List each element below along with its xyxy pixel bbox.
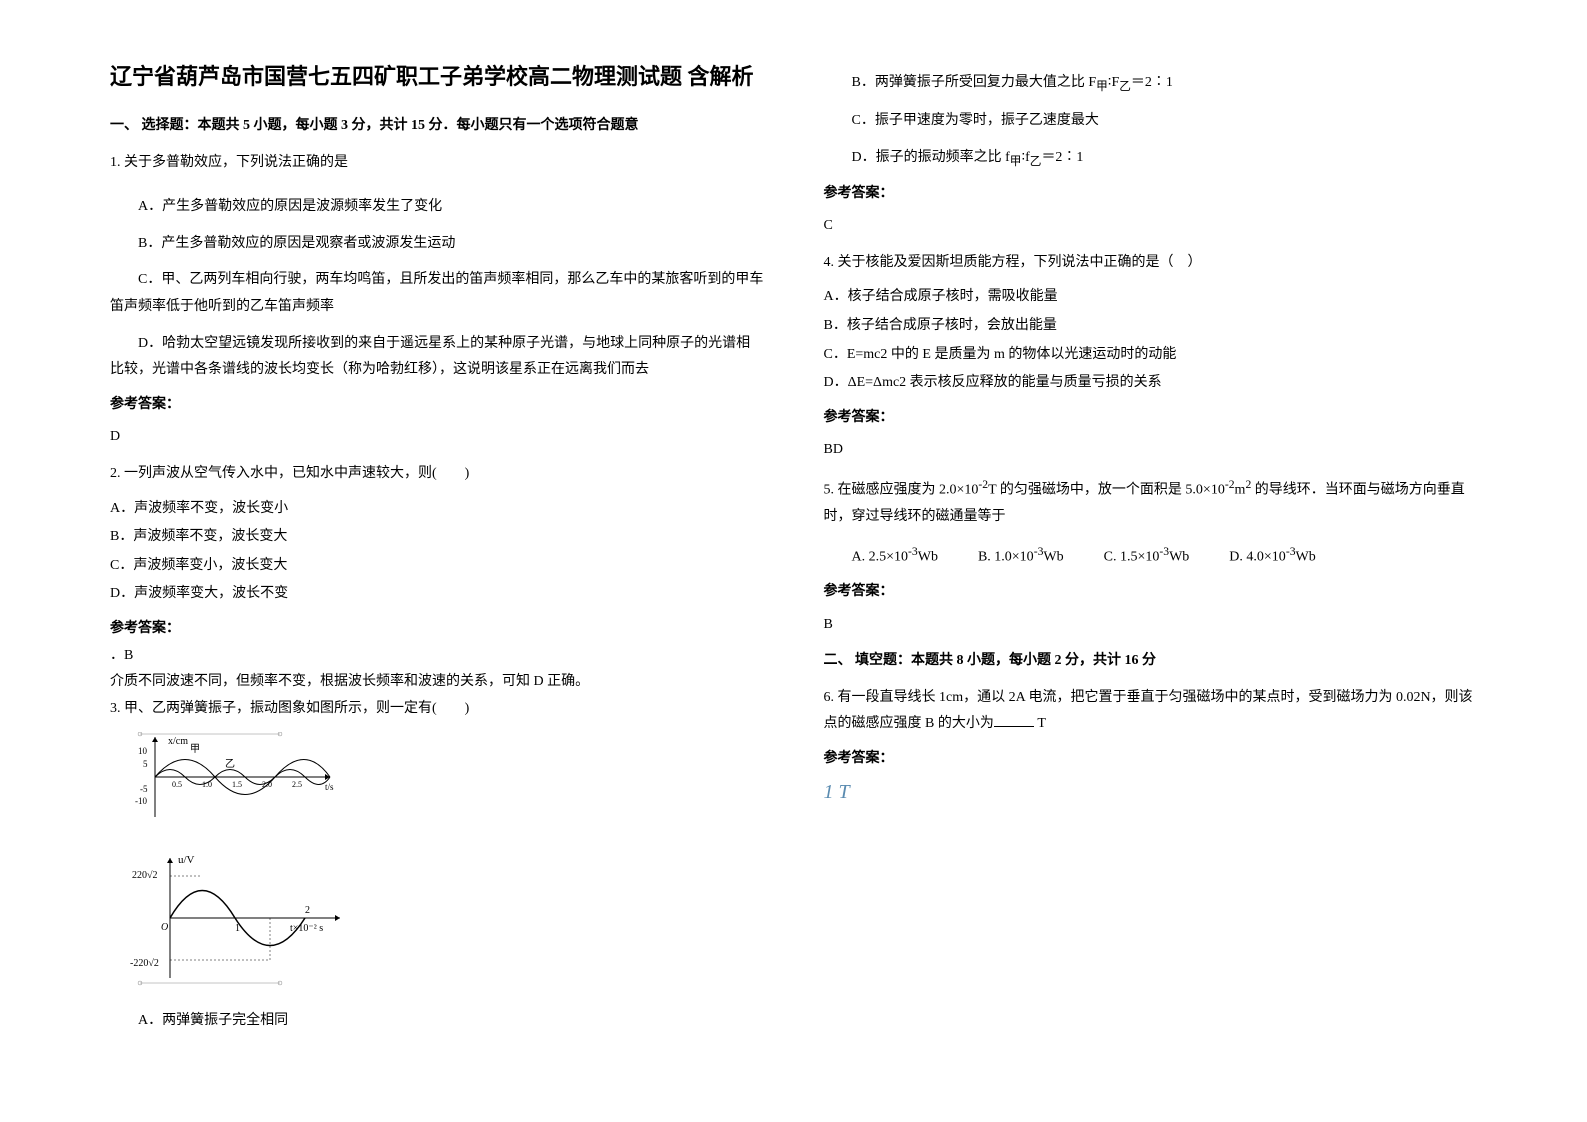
page-title: 辽宁省葫芦岛市国营七五四矿职工子弟学校高二物理测试题 含解析 bbox=[110, 60, 764, 93]
svg-text:0.5: 0.5 bbox=[172, 780, 182, 789]
svg-text:2: 2 bbox=[305, 905, 310, 916]
svg-text:甲: 甲 bbox=[190, 744, 200, 755]
q5-stem: 5. 在磁感应强度为 2.0×10-2T 的匀强磁场中，放一个面积是 5.0×1… bbox=[824, 474, 1478, 531]
q5-optB: B. 1.0×10-3Wb bbox=[978, 541, 1064, 571]
left-column: 辽宁省葫芦岛市国营七五四矿职工子弟学校高二物理测试题 含解析 一、 选择题：本题… bbox=[80, 60, 794, 1062]
svg-text:-5: -5 bbox=[140, 784, 148, 794]
q4-answer-label: 参考答案： bbox=[824, 405, 1478, 432]
q3-answer: C bbox=[824, 213, 1478, 240]
svg-text:x/cm: x/cm bbox=[168, 736, 188, 747]
svg-text:-220√2: -220√2 bbox=[130, 958, 159, 969]
q2-optB: B．声波频率不变，波长变大 bbox=[110, 524, 764, 551]
right-column: B．两弹簧振子所受回复力最大值之比 F甲∶F乙＝2∶1 C．振子甲速度为零时，振… bbox=[794, 60, 1508, 1062]
q1-optC: C．甲、乙两列车相向行驶，两车均鸣笛，且所发出的笛声频率相同，那么乙车中的某旅客… bbox=[110, 267, 764, 320]
q3-optA: A．两弹簧振子完全相同 bbox=[110, 1008, 764, 1035]
svg-text:5: 5 bbox=[143, 759, 148, 769]
q4-optB: B．核子结合成原子核时，会放出能量 bbox=[824, 313, 1478, 340]
q4-optA: A．核子结合成原子核时，需吸收能量 bbox=[824, 284, 1478, 311]
svg-text:t/s: t/s bbox=[325, 782, 334, 792]
svg-text:1.5: 1.5 bbox=[232, 780, 242, 789]
q5-optA: A. 2.5×10-3Wb bbox=[852, 541, 938, 571]
q1-optD: D．哈勃太空望远镜发现所接收到的来自于遥远星系上的某种原子光谱，与地球上同种原子… bbox=[110, 331, 764, 384]
q3-stem: 3. 甲、乙两弹簧振子，振动图象如图所示，则一定有( ) bbox=[110, 696, 764, 723]
graph-1-svg: x/cm t/s 10 5 -5 -10 0.5 1.0 1.5 2.0 2.5… bbox=[130, 732, 340, 827]
svg-text:乙: 乙 bbox=[225, 758, 235, 770]
fill-blank bbox=[994, 726, 1034, 727]
svg-text:2.5: 2.5 bbox=[292, 780, 302, 789]
q5-optD: D. 4.0×10-3Wb bbox=[1229, 541, 1315, 571]
q1-optB: B．产生多普勒效应的原因是观察者或波源发生运动 bbox=[110, 231, 764, 258]
q3-optC: C．振子甲速度为零时，振子乙速度最大 bbox=[824, 108, 1478, 135]
q1-answer-label: 参考答案： bbox=[110, 392, 764, 419]
diagram-1: x/cm t/s 10 5 -5 -10 0.5 1.0 1.5 2.0 2.5… bbox=[130, 732, 764, 838]
q4-stem: 4. 关于核能及爱因斯坦质能方程，下列说法中正确的是（ ） bbox=[824, 250, 1478, 277]
q5-answer: B bbox=[824, 612, 1478, 639]
q5-options: A. 2.5×10-3Wb B. 1.0×10-3Wb C. 1.5×10-3W… bbox=[824, 541, 1478, 571]
q2-optC: C．声波频率变小，波长变大 bbox=[110, 553, 764, 580]
q3-optB: B．两弹簧振子所受回复力最大值之比 F甲∶F乙＝2∶1 bbox=[824, 70, 1478, 98]
q2-stem: 2. 一列声波从空气传入水中，已知水中声速较大，则( ) bbox=[110, 461, 764, 488]
svg-text:u/V: u/V bbox=[178, 854, 195, 866]
q6-stem: 6. 有一段直导线长 1cm，通以 2A 电流，把它置于垂直于匀强磁场中的某点时… bbox=[824, 685, 1478, 738]
q1-answer: D bbox=[110, 424, 764, 451]
q5-answer-label: 参考答案： bbox=[824, 579, 1478, 606]
svg-text:-10: -10 bbox=[135, 796, 147, 806]
diagram-2: u/V t×10⁻² s 220√2 -220√2 1 2 O bbox=[130, 848, 764, 999]
q2-answer: ．B bbox=[110, 643, 764, 670]
section1-header: 一、 选择题：本题共 5 小题，每小题 3 分，共计 15 分．每小题只有一个选… bbox=[110, 113, 764, 140]
svg-text:220√2: 220√2 bbox=[132, 870, 158, 881]
q2-explain: 介质不同波速不同，但频率不变，根据波长频率和波速的关系，可知 D 正确。 bbox=[110, 669, 764, 696]
q3-optD: D．振子的振动频率之比 f甲∶f乙＝2∶1 bbox=[824, 145, 1478, 173]
q4-optD: D．ΔE=Δmc2 表示核反应释放的能量与质量亏损的关系 bbox=[824, 370, 1478, 397]
q4-answer: BD bbox=[824, 437, 1478, 464]
q6-answer: 1 T bbox=[824, 773, 1478, 811]
q6-answer-label: 参考答案： bbox=[824, 746, 1478, 773]
q2-answer-label: 参考答案： bbox=[110, 616, 764, 643]
graph-2-svg: u/V t×10⁻² s 220√2 -220√2 1 2 O bbox=[130, 848, 350, 988]
q2-optA: A．声波频率不变，波长变小 bbox=[110, 496, 764, 523]
q1-optA: A．产生多普勒效应的原因是波源频率发生了变化 bbox=[110, 194, 764, 221]
q3-answer-label: 参考答案： bbox=[824, 181, 1478, 208]
svg-text:O: O bbox=[161, 922, 168, 933]
q5-optC: C. 1.5×10-3Wb bbox=[1104, 541, 1190, 571]
q2-optD: D．声波频率变大，波长不变 bbox=[110, 581, 764, 608]
svg-text:10: 10 bbox=[138, 746, 148, 756]
section2-header: 二、 填空题：本题共 8 小题，每小题 2 分，共计 16 分 bbox=[824, 648, 1478, 675]
q4-optC: C．E=mc2 中的 E 是质量为 m 的物体以光速运动时的动能 bbox=[824, 342, 1478, 369]
q1-stem: 1. 关于多普勒效应，下列说法正确的是 bbox=[110, 150, 764, 177]
